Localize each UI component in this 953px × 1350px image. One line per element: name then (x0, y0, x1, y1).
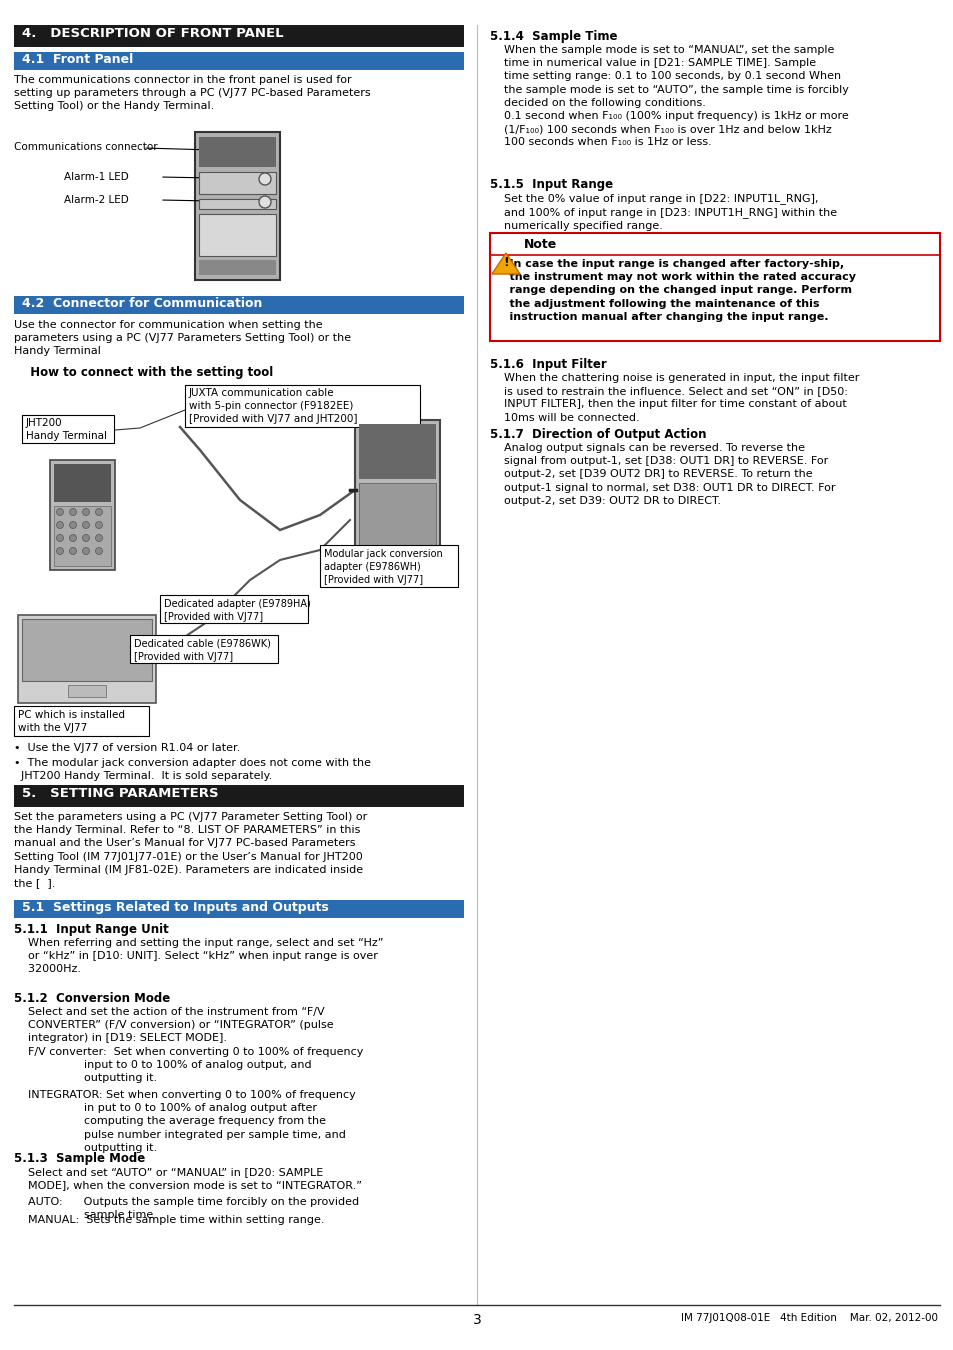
Text: 5.1.3  Sample Mode: 5.1.3 Sample Mode (14, 1152, 145, 1165)
Bar (199, 198, 275, 209)
Text: AUTO:      Outputs the sample time forcibly on the provided
                    : AUTO: Outputs the sample time forcibly o… (14, 1197, 358, 1220)
Circle shape (258, 173, 271, 185)
Bar (490, 234, 939, 342)
Bar (22, 414, 113, 443)
Bar (14, 784, 463, 807)
Text: 5.   SETTING PARAMETERS: 5. SETTING PARAMETERS (22, 787, 218, 801)
Bar (14, 706, 149, 736)
Text: 5.1.6  Input Filter: 5.1.6 Input Filter (490, 358, 606, 371)
Text: IM 77J01Q08-01E   4th Edition    Mar. 02, 2012-00: IM 77J01Q08-01E 4th Edition Mar. 02, 201… (680, 1314, 937, 1323)
Text: 5.1.2  Conversion Mode: 5.1.2 Conversion Mode (14, 992, 170, 1004)
Polygon shape (492, 252, 519, 274)
Text: In case the input range is changed after factory-ship,
    the instrument may no: In case the input range is changed after… (494, 259, 855, 321)
Circle shape (82, 509, 90, 516)
Text: 5.1.7  Direction of Output Action: 5.1.7 Direction of Output Action (490, 428, 706, 441)
Circle shape (95, 521, 102, 528)
Circle shape (70, 548, 76, 555)
Text: Note: Note (523, 238, 557, 251)
Circle shape (70, 509, 76, 516)
Text: 5.1.5  Input Range: 5.1.5 Input Range (490, 178, 613, 190)
Bar (199, 261, 275, 275)
Text: Alarm-1 LED: Alarm-1 LED (64, 171, 129, 182)
Text: •  The modular jack conversion adapter does not come with the
  JHT200 Handy Ter: • The modular jack conversion adapter do… (14, 757, 371, 782)
Bar (358, 483, 436, 563)
Text: Communications connector: Communications connector (14, 142, 157, 153)
Text: 5.1.1  Input Range Unit: 5.1.1 Input Range Unit (14, 923, 169, 936)
Text: PC which is installed
with the VJ77: PC which is installed with the VJ77 (18, 710, 125, 733)
Text: The communications connector in the front panel is used for
setting up parameter: The communications connector in the fron… (14, 76, 370, 112)
Bar (160, 595, 308, 622)
Bar (18, 616, 156, 703)
Text: Alarm-2 LED: Alarm-2 LED (64, 194, 129, 205)
Circle shape (56, 521, 64, 528)
Circle shape (56, 509, 64, 516)
Text: 5.1.4  Sample Time: 5.1.4 Sample Time (490, 30, 617, 43)
Text: •  Use the VJ77 of version R1.04 or later.: • Use the VJ77 of version R1.04 or later… (14, 743, 240, 753)
Text: 3: 3 (472, 1314, 481, 1327)
Text: Use the connector for communication when setting the
parameters using a PC (VJ77: Use the connector for communication when… (14, 320, 351, 356)
Text: When referring and setting the input range, select and set “Hz”
    or “kHz” in : When referring and setting the input ran… (14, 938, 383, 975)
Bar (194, 132, 280, 279)
Text: 5.1  Settings Related to Inputs and Outputs: 5.1 Settings Related to Inputs and Outpu… (22, 900, 329, 914)
Circle shape (95, 509, 102, 516)
Text: Dedicated cable (E9786WK)
[Provided with VJ77]: Dedicated cable (E9786WK) [Provided with… (133, 639, 271, 663)
Text: INTEGRATOR: Set when converting 0 to 100% of frequency
                    in pu: INTEGRATOR: Set when converting 0 to 100… (14, 1089, 355, 1153)
Bar (185, 385, 419, 427)
Text: How to connect with the setting tool: How to connect with the setting tool (22, 366, 273, 379)
Text: MANUAL:  Sets the sample time within setting range.: MANUAL: Sets the sample time within sett… (14, 1215, 324, 1224)
Circle shape (82, 521, 90, 528)
Bar (130, 634, 277, 663)
Bar (22, 620, 152, 680)
Circle shape (258, 196, 271, 208)
Bar (199, 215, 275, 256)
Circle shape (82, 535, 90, 541)
Bar (358, 424, 436, 479)
Text: Select and set “AUTO” or “MANUAL” in [D20: SAMPLE
    MODE], when the conversion: Select and set “AUTO” or “MANUAL” in [D2… (14, 1166, 361, 1191)
Bar (14, 26, 463, 47)
Text: JHT200
Handy Terminal: JHT200 Handy Terminal (26, 418, 107, 441)
Circle shape (56, 535, 64, 541)
Text: When the sample mode is set to “MANUAL”, set the sample
    time in numerical va: When the sample mode is set to “MANUAL”,… (490, 45, 848, 147)
Bar (199, 171, 275, 194)
Circle shape (56, 548, 64, 555)
Bar (14, 296, 463, 315)
Text: 4.   DESCRIPTION OF FRONT PANEL: 4. DESCRIPTION OF FRONT PANEL (22, 27, 283, 40)
Text: F/V converter:  Set when converting 0 to 100% of frequency
                    i: F/V converter: Set when converting 0 to … (14, 1048, 363, 1084)
Bar (199, 136, 275, 167)
Text: Dedicated adapter (E9789HA)
[Provided with VJ77]: Dedicated adapter (E9789HA) [Provided wi… (164, 599, 311, 622)
Circle shape (70, 535, 76, 541)
Bar (68, 684, 106, 697)
Circle shape (95, 535, 102, 541)
Text: JUXTA communication cable
with 5-pin connector (F9182EE)
[Provided with VJ77 and: JUXTA communication cable with 5-pin con… (189, 387, 357, 424)
Bar (54, 506, 111, 566)
Text: 4.1  Front Panel: 4.1 Front Panel (22, 53, 133, 66)
Bar (355, 420, 439, 568)
Circle shape (95, 548, 102, 555)
Bar (50, 460, 115, 570)
Text: Analog output signals can be reversed. To reverse the
    signal from output-1, : Analog output signals can be reversed. T… (490, 443, 835, 506)
Bar (319, 545, 457, 587)
Bar (54, 464, 111, 502)
Circle shape (70, 521, 76, 528)
Bar (14, 900, 463, 918)
Text: Modular jack conversion
adapter (E9786WH)
[Provided with VJ77]: Modular jack conversion adapter (E9786WH… (324, 549, 442, 586)
Text: !: ! (502, 256, 508, 269)
Circle shape (82, 548, 90, 555)
Text: Set the 0% value of input range in [D22: INPUT1L_RNG],
    and 100% of input ran: Set the 0% value of input range in [D22:… (490, 193, 836, 231)
Text: When the chattering noise is generated in input, the input filter
    is used to: When the chattering noise is generated i… (490, 373, 859, 423)
Text: 4.2  Connector for Communication: 4.2 Connector for Communication (22, 297, 262, 310)
Bar (14, 53, 463, 70)
Text: Set the parameters using a PC (VJ77 Parameter Setting Tool) or
the Handy Termina: Set the parameters using a PC (VJ77 Para… (14, 811, 367, 888)
Text: Select and set the action of the instrument from “F/V
    CONVERTER” (F/V conver: Select and set the action of the instrum… (14, 1007, 334, 1044)
